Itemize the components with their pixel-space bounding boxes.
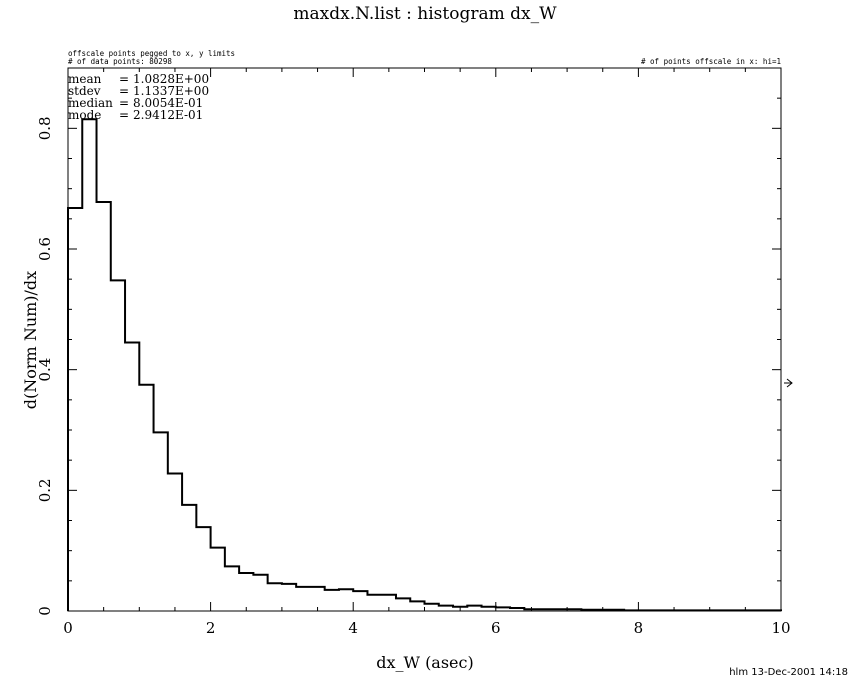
y-tick-label: 0.2: [36, 478, 54, 502]
footer-timestamp: hlm 13-Dec-2001 14:18: [729, 667, 848, 678]
stat-equals: =: [119, 108, 129, 122]
tick-labels: 0 2 4 6 8 10 0 0.2 0.4 0.6 0.8: [36, 116, 791, 637]
x-tick-label: 0: [63, 619, 73, 637]
stat-equals: =: [119, 96, 129, 110]
stat-value: 2.9412E-01: [133, 108, 203, 122]
stats-box: mean = 1.0828E+00 stdev = 1.1337E+00 median = 8.…: [68, 72, 209, 122]
num-points-note: # of data points: 80298: [68, 57, 172, 66]
stat-label: stdev: [68, 84, 101, 98]
histogram-line: [67, 118, 782, 612]
stat-label: mode: [68, 108, 101, 122]
x-tick-label: 2: [206, 619, 216, 637]
x-tick-label: 4: [348, 619, 358, 637]
y-tick-label: 0.6: [36, 237, 54, 261]
x-tick-label: 6: [491, 619, 501, 637]
plot-frame: [67, 67, 782, 612]
offscale-arrow-icon: [784, 378, 793, 388]
x-tick-label: 10: [771, 619, 790, 637]
offscale-note: offscale points pegged to x, y limits: [68, 49, 235, 58]
stat-equals: =: [119, 84, 129, 98]
y-axis-label: d(Norm Num)/dx: [21, 271, 40, 409]
y-tick-label: 0: [36, 606, 54, 616]
y-tick-label: 0.4: [36, 358, 54, 382]
stat-label: median: [68, 96, 113, 110]
chart-title: maxdx.N.list : histogram dx_W: [293, 4, 557, 24]
stat-value: 8.0054E-01: [133, 96, 203, 110]
stat-equals: =: [119, 72, 129, 86]
x-tick-label: 8: [634, 619, 644, 637]
stat-label: mean: [68, 72, 102, 86]
stat-value: 1.0828E+00: [133, 72, 209, 86]
stat-value: 1.1337E+00: [133, 84, 209, 98]
axis-ticks: [67, 67, 782, 612]
y-tick-label: 0.8: [36, 116, 54, 140]
x-axis-label: dx_W (asec): [376, 653, 473, 672]
offscale-x-note: # of points offscale in x: hi=1: [641, 57, 781, 66]
